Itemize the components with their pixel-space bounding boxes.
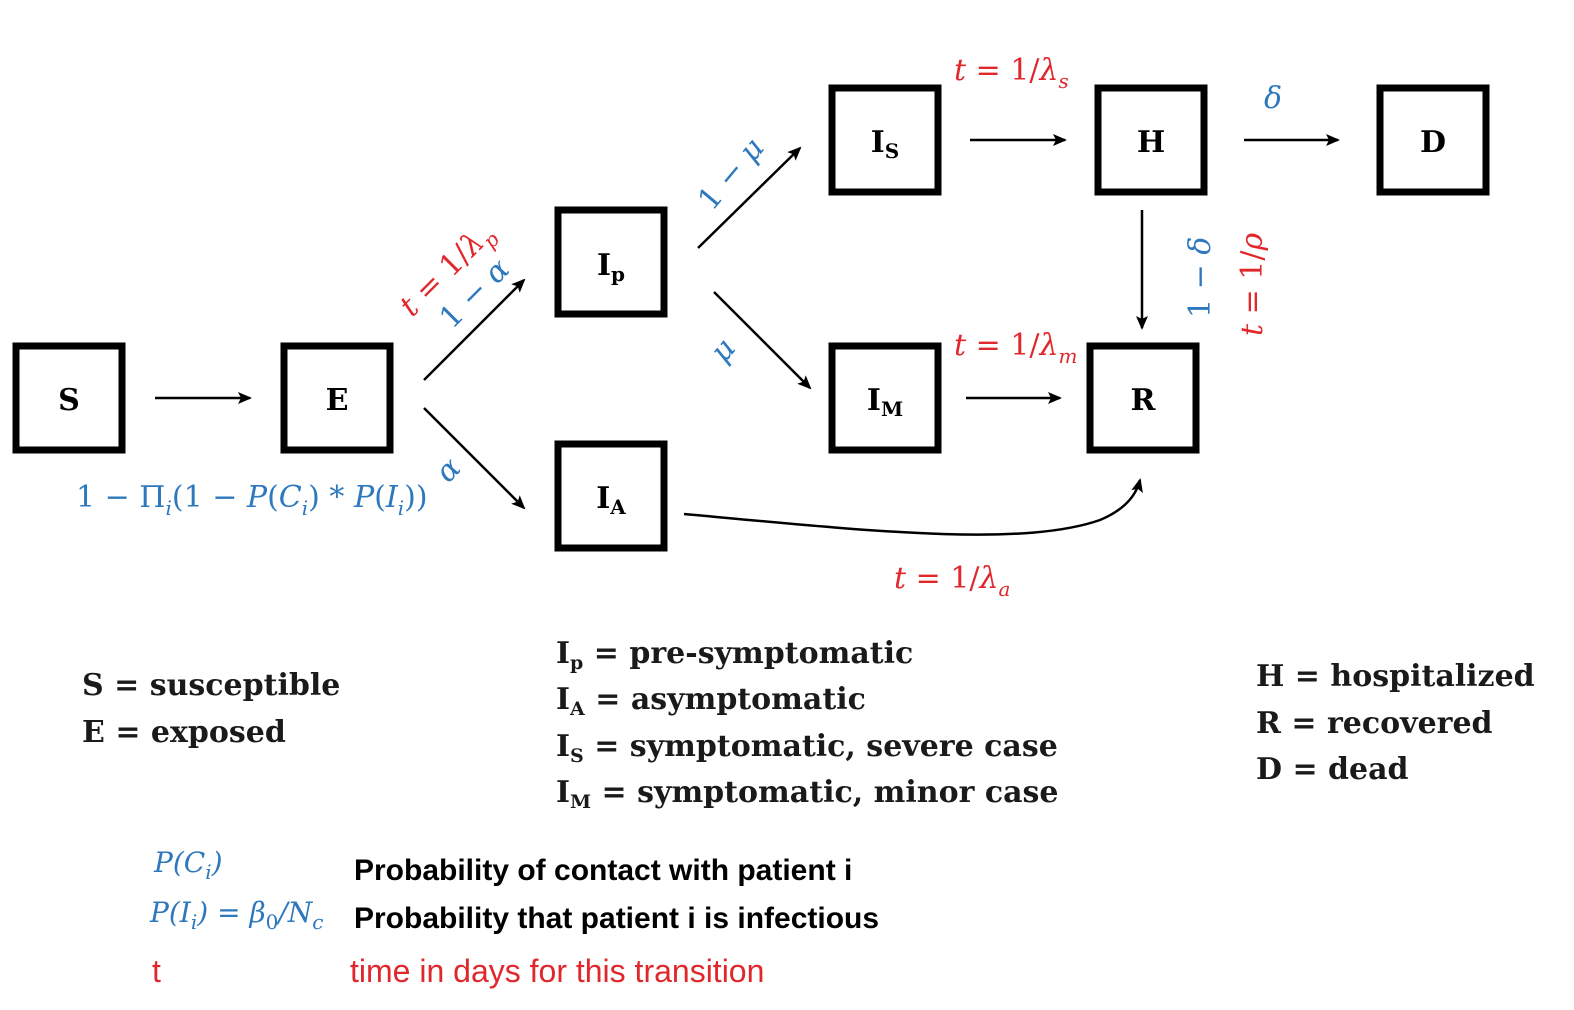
legend-item-e: E = exposed — [82, 715, 286, 750]
node-IA: IA — [554, 440, 668, 552]
edge-ip-to-is — [697, 146, 802, 249]
label-is-to-h-time: t = 1/λs — [954, 53, 1069, 93]
definition-desc-infectious: Probability that patient i is infectious — [354, 902, 879, 935]
legend-item-is: IS = symptomatic, severe case — [556, 729, 1058, 767]
legend-item-d: D = dead — [1256, 752, 1409, 787]
node-S-label: S — [58, 383, 80, 418]
definitions: P(Ci) Probability of contact with patien… — [149, 846, 879, 989]
definition-term-contact: P(Ci) — [153, 846, 223, 884]
label-ia-to-r-time: t = 1/λa — [894, 561, 1010, 601]
legend-col-2: Ip = pre-symptomatic IA = asymptomatic I… — [556, 636, 1059, 813]
edge-ia-to-r — [683, 478, 1143, 536]
node-S: S — [12, 342, 126, 454]
definition-desc-contact: Probability of contact with patient i — [354, 854, 852, 887]
legend-item-r: R = recovered — [1256, 706, 1493, 741]
node-Ip: Ip — [554, 206, 668, 318]
node-E-label: E — [326, 383, 349, 418]
label-h-to-r-probability: 1 − δ — [1183, 237, 1218, 318]
legend-item-ip: Ip = pre-symptomatic — [556, 636, 913, 674]
legend-item-s: S = susceptible — [82, 668, 340, 703]
legend-item-ia: IA = asymptomatic — [556, 682, 866, 720]
legend-col-1: S = susceptible E = exposed — [82, 668, 340, 750]
legend-item-im: IM = symptomatic, minor case — [556, 775, 1059, 813]
label-ip-to-im-probability: μ — [703, 332, 742, 369]
edge-e-to-ia — [423, 407, 526, 510]
legend-col-3: H = hospitalized R = recovered D = dead — [1256, 659, 1535, 787]
node-E: E — [280, 342, 394, 454]
node-IM: IM — [828, 342, 942, 454]
node-IS: IS — [828, 84, 942, 196]
edge-e-to-ip — [423, 278, 526, 381]
label-im-to-r-time: t = 1/λm — [954, 328, 1077, 368]
label-ip-to-is-probability: 1 − μ — [691, 131, 771, 217]
node-IA-label: IA — [596, 481, 626, 519]
definition-term-time: t — [152, 953, 161, 989]
node-D: D — [1376, 84, 1490, 196]
definition-term-infectious: P(Ii) = β0/Nc — [149, 896, 324, 934]
label-infection-probability: 1 − Πi(1 − P(Ci) * P(Ii)) — [76, 480, 428, 520]
label-h-to-r-time: t = 1/ρ — [1235, 233, 1270, 336]
node-IM-label: IM — [867, 383, 903, 421]
node-H: H — [1094, 84, 1208, 196]
edge-ip-to-im — [713, 291, 812, 390]
label-h-to-d-probability: δ — [1264, 81, 1282, 116]
node-R-label: R — [1131, 383, 1157, 418]
definition-desc-time: time in days for this transition — [350, 953, 764, 989]
node-D-label: D — [1420, 125, 1446, 160]
legend-item-h: H = hospitalized — [1256, 659, 1535, 694]
node-H-label: H — [1137, 125, 1165, 160]
label-e-to-ia-probability: α — [429, 451, 468, 490]
node-R: R — [1086, 342, 1200, 454]
node-Ip-label: Ip — [597, 248, 625, 286]
node-IS-label: IS — [871, 125, 900, 163]
